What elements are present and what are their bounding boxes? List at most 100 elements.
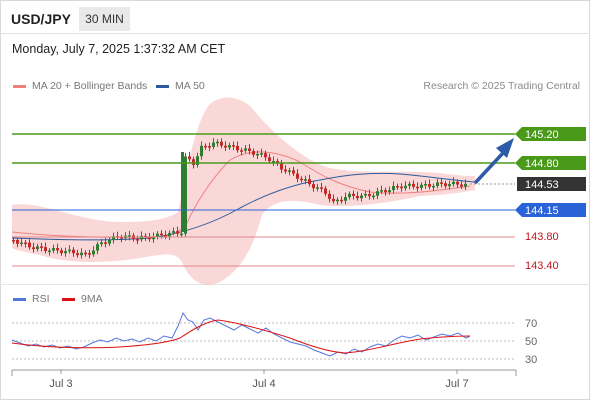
candle-body bbox=[20, 242, 23, 245]
rsi-label: RSI bbox=[32, 293, 50, 305]
ma9-label: 9MA bbox=[81, 293, 103, 305]
rsi-line bbox=[11, 311, 471, 357]
candle-body bbox=[204, 145, 207, 148]
candle-body bbox=[400, 186, 403, 189]
candle-body bbox=[316, 187, 319, 189]
candle-body bbox=[112, 236, 115, 240]
candle-body bbox=[452, 181, 455, 185]
x-label-jul4: Jul 4 bbox=[252, 378, 275, 390]
candle-body bbox=[96, 244, 99, 251]
candle-body bbox=[276, 160, 279, 164]
candle-body bbox=[68, 249, 71, 252]
candle-body bbox=[84, 252, 87, 255]
last-price-tag: 144.53 bbox=[517, 177, 586, 191]
candle-body bbox=[356, 195, 359, 199]
ma50-line bbox=[11, 172, 476, 241]
candle-body bbox=[184, 156, 187, 234]
x-label-jul3: Jul 3 bbox=[49, 378, 72, 390]
candle-body bbox=[16, 240, 19, 244]
candle-body bbox=[448, 184, 451, 187]
symbol-title: USD/JPY bbox=[11, 11, 71, 27]
candle-body bbox=[240, 150, 243, 152]
ma20-swatch bbox=[13, 84, 26, 88]
ma50-label: MA 50 bbox=[175, 80, 205, 92]
candle-body bbox=[188, 156, 191, 160]
candle-body bbox=[36, 246, 39, 250]
candle-body bbox=[128, 235, 131, 237]
candle-body bbox=[120, 237, 123, 239]
candle-body bbox=[12, 240, 15, 242]
candle-body bbox=[80, 252, 83, 256]
level-tag-145-20: 145.20 bbox=[515, 127, 586, 141]
candle-body bbox=[324, 188, 327, 194]
candle-body bbox=[360, 195, 363, 199]
candle-body bbox=[376, 191, 379, 196]
candle-body bbox=[236, 146, 239, 151]
candle-body bbox=[172, 231, 175, 233]
forecast-arrow-shaft bbox=[474, 151, 505, 184]
candle-body bbox=[408, 183, 411, 186]
timeframe-badge[interactable]: 30 MIN bbox=[79, 7, 130, 31]
candle-body bbox=[432, 185, 435, 188]
candle-body bbox=[464, 183, 467, 187]
candle-body bbox=[196, 156, 199, 165]
candle-body bbox=[392, 186, 395, 191]
candle-body bbox=[388, 190, 391, 193]
candle-body bbox=[232, 145, 235, 147]
candle-body bbox=[136, 239, 139, 241]
candle-body bbox=[48, 250, 51, 253]
candle-body bbox=[244, 148, 247, 151]
candle-body bbox=[88, 253, 91, 255]
candle-body bbox=[180, 233, 183, 236]
candle-body bbox=[220, 141, 223, 146]
panel-divider bbox=[0, 284, 590, 285]
candle-body bbox=[192, 159, 195, 165]
candle-body bbox=[208, 146, 211, 148]
svg-text:145.20: 145.20 bbox=[525, 129, 559, 141]
candle-body bbox=[336, 199, 339, 202]
candle-body bbox=[284, 169, 287, 172]
level-label-143-40: 143.40 bbox=[525, 260, 559, 272]
candle-body bbox=[260, 153, 263, 155]
candle-body bbox=[164, 235, 167, 237]
candle-body bbox=[300, 178, 303, 181]
candle-body bbox=[156, 233, 159, 238]
rsi-9ma-line bbox=[11, 319, 471, 354]
candle-body bbox=[364, 193, 367, 196]
legend-ma20-bollinger: MA 20 + Bollinger Bands bbox=[13, 80, 147, 92]
candle-body bbox=[340, 199, 343, 202]
ma9-swatch bbox=[62, 297, 75, 301]
legend-rsi: RSI bbox=[13, 293, 50, 305]
level-label-143-80: 143.80 bbox=[525, 231, 559, 243]
candle-body bbox=[292, 170, 295, 174]
legend-9ma: 9MA bbox=[62, 293, 103, 305]
candle-body bbox=[212, 142, 215, 147]
candle-body bbox=[64, 251, 67, 254]
candle-body bbox=[248, 148, 251, 151]
rsi-axis-30: 30 bbox=[525, 354, 537, 366]
candle-body bbox=[380, 190, 383, 192]
candle-body bbox=[440, 182, 443, 184]
svg-text:144.53: 144.53 bbox=[525, 179, 559, 191]
candle-body bbox=[200, 145, 203, 157]
candle-body bbox=[44, 247, 47, 251]
candle-body bbox=[140, 235, 143, 240]
candle-body bbox=[60, 250, 63, 254]
candle-body bbox=[444, 183, 447, 187]
candle-body bbox=[181, 152, 184, 232]
candle-body bbox=[148, 236, 151, 240]
level-tag-144-15: 144.15 bbox=[515, 203, 586, 217]
candle-body bbox=[424, 183, 427, 186]
x-label-jul7: Jul 7 bbox=[445, 378, 468, 390]
candle-body bbox=[168, 232, 171, 237]
rsi-axis-50: 50 bbox=[525, 336, 537, 348]
ma20-label: MA 20 + Bollinger Bands bbox=[32, 80, 148, 92]
candle-body bbox=[412, 183, 415, 187]
candle-body bbox=[396, 186, 399, 188]
candle-body bbox=[436, 182, 439, 186]
candle-body bbox=[332, 198, 335, 202]
candle-body bbox=[352, 193, 355, 196]
candle-body bbox=[368, 193, 371, 197]
candle-body bbox=[288, 170, 291, 172]
